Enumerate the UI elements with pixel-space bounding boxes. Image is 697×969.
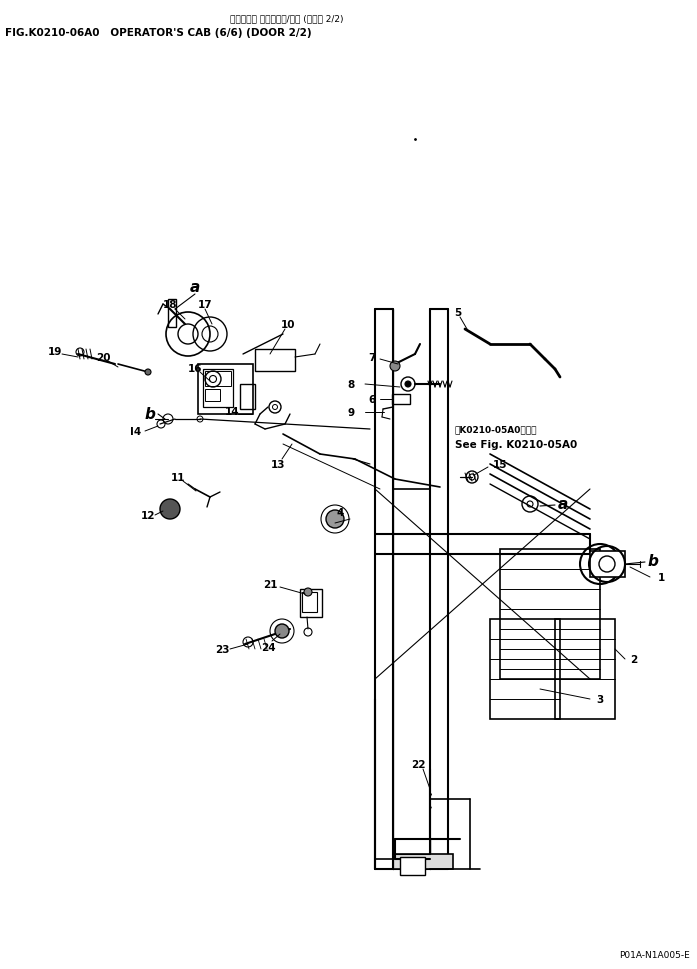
Text: 9: 9 <box>348 408 355 418</box>
Text: 19: 19 <box>48 347 62 357</box>
Bar <box>203 369 233 408</box>
Text: See Fig. K0210-05A0: See Fig. K0210-05A0 <box>455 440 577 450</box>
Bar <box>240 385 255 410</box>
Text: 4: 4 <box>337 508 344 517</box>
Text: P01A-N1A005-E: P01A-N1A005-E <box>619 950 690 959</box>
Text: 10: 10 <box>281 320 296 329</box>
Circle shape <box>160 499 180 519</box>
Bar <box>500 549 600 679</box>
Text: 1: 1 <box>658 573 665 582</box>
Text: b: b <box>144 407 155 422</box>
Text: 11: 11 <box>171 473 185 483</box>
Bar <box>555 619 615 719</box>
Text: 17: 17 <box>198 299 213 310</box>
Text: 16: 16 <box>187 363 202 374</box>
Text: 8: 8 <box>348 380 355 390</box>
Bar <box>168 299 176 328</box>
Text: 7: 7 <box>368 353 376 362</box>
Bar <box>205 390 220 401</box>
Text: オペレータ キャブ（６/６） (ドアー 2/2): オペレータ キャブ（６/６） (ドアー 2/2) <box>230 14 344 23</box>
Bar <box>198 364 253 415</box>
Text: 20: 20 <box>95 353 110 362</box>
Bar <box>490 619 560 719</box>
Bar <box>392 394 410 405</box>
Circle shape <box>145 369 151 376</box>
Bar <box>393 854 453 869</box>
Bar <box>400 858 425 875</box>
Text: b: b <box>648 554 659 569</box>
Text: 22: 22 <box>411 760 425 769</box>
Text: FIG.K0210-06A0   OPERATOR'S CAB (6/6) (DOOR 2/2): FIG.K0210-06A0 OPERATOR'S CAB (6/6) (DOO… <box>5 28 312 38</box>
Circle shape <box>275 624 289 639</box>
Text: 13: 13 <box>270 459 285 470</box>
Text: 2: 2 <box>630 654 637 665</box>
Bar <box>205 372 231 387</box>
Text: 18: 18 <box>163 299 177 310</box>
Text: 3: 3 <box>596 694 603 704</box>
Circle shape <box>304 588 312 596</box>
Circle shape <box>405 382 411 388</box>
Text: 5: 5 <box>454 308 461 318</box>
Text: I4: I4 <box>130 426 141 437</box>
Bar <box>302 592 317 612</box>
Circle shape <box>596 560 604 569</box>
Text: 23: 23 <box>215 644 229 654</box>
Text: 21: 21 <box>263 579 277 589</box>
Circle shape <box>326 511 344 528</box>
Bar <box>590 551 625 578</box>
Text: 24: 24 <box>261 642 275 652</box>
Circle shape <box>390 361 400 372</box>
Text: 6: 6 <box>369 394 376 405</box>
Text: a: a <box>190 280 200 296</box>
Text: 15: 15 <box>493 459 507 470</box>
Text: 14: 14 <box>224 407 239 417</box>
Text: 第K0210-05A0図参照: 第K0210-05A0図参照 <box>455 425 537 434</box>
Text: 12: 12 <box>141 511 155 520</box>
Text: a: a <box>558 497 568 512</box>
Bar <box>300 589 322 617</box>
Bar <box>255 350 295 372</box>
